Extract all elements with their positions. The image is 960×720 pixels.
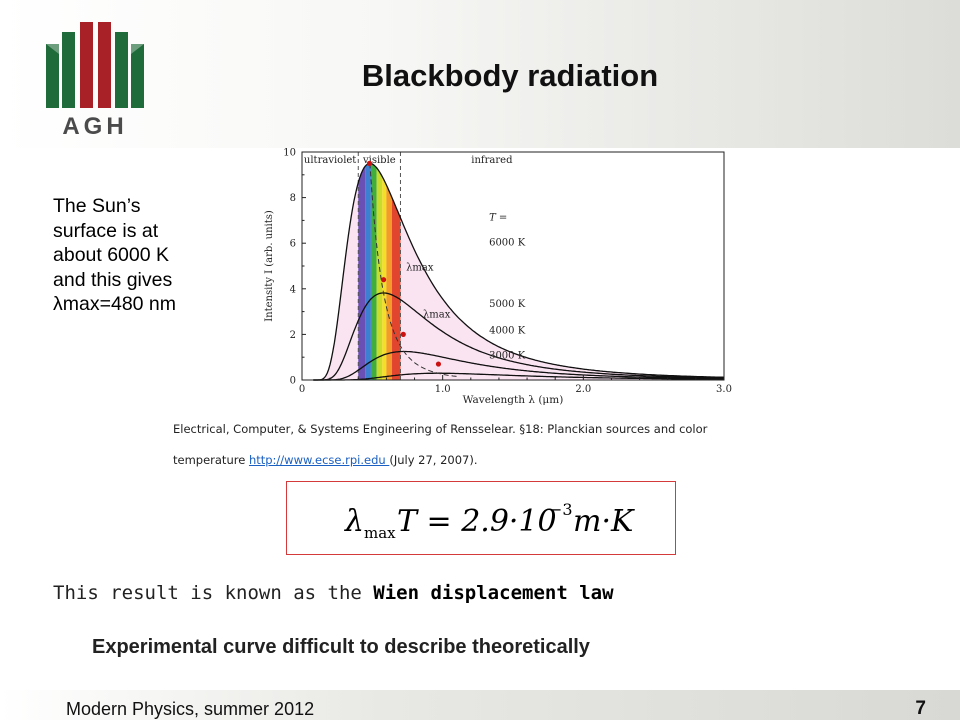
region-label-ultraviolet: ultraviolet (304, 155, 356, 166)
sun-text-line: about 6000 K (53, 244, 170, 266)
series-label-5000k: 5000 K (489, 299, 526, 310)
peak-marker-3000k (435, 361, 442, 367)
wien-prefix: This result is known as the (53, 582, 374, 604)
y-tick-label: 0 (290, 376, 296, 387)
sun-text-line: The Sun’s (53, 195, 141, 217)
curve-6000k (313, 162, 725, 381)
image-citation: Electrical, Computer, & Systems Engineer… (173, 414, 793, 476)
y-tick-label: 6 (290, 239, 296, 250)
spectrum-band (365, 163, 371, 380)
svg-text:AGH: AGH (62, 113, 127, 140)
y-tick-label: 2 (290, 330, 296, 341)
wien-law-statement: This result is known as the Wien displac… (53, 582, 614, 604)
series-label-4000k: 4000 K (489, 325, 526, 336)
formula-exponent: −3 (549, 500, 573, 519)
formula-subscript: max (364, 524, 396, 542)
lambda-max-annotation: λmax (423, 309, 451, 320)
spectrum-band (392, 197, 401, 380)
wien-formula-box: λ max T = 2.9·10 −3 m·K (286, 481, 676, 555)
header-band (0, 0, 960, 148)
sun-text-line: surface is at (53, 219, 159, 242)
citation-date: (July 27, 2007). (389, 453, 478, 467)
y-tick-label: 8 (290, 193, 296, 204)
citation-prefix: temperature (173, 453, 249, 467)
spectrum-band (370, 163, 377, 380)
formula-rhs: T = 2.9·10 (397, 504, 557, 539)
citation-line2: temperature http://www.ecse.rpi.edu (Jul… (173, 445, 793, 476)
slide-title: Blackbody radiation (361, 58, 659, 93)
footer-course: Modern Physics, summer 2012 (66, 699, 315, 719)
x-axis-label: Wavelength λ (μm) (463, 394, 564, 406)
series-label-3000k: 3000 K (489, 350, 526, 361)
agh-logo: AGH (46, 22, 144, 140)
sun-text: The Sun’s surface is at about 6000 K and… (53, 194, 243, 317)
wien-law-name: Wien displacement law (373, 582, 614, 604)
peak-marker-6000k (366, 160, 373, 166)
region-label-infrared: infrared (471, 155, 513, 166)
x-tick-label: 0 (299, 384, 305, 395)
spectrum-band (358, 166, 366, 380)
footer-band (0, 690, 960, 720)
formula-unit: m·K (573, 504, 635, 539)
sun-text-line: λmax=480 nm (53, 293, 177, 315)
y-tick-label: 10 (283, 148, 296, 159)
region-label-visible: visible (362, 155, 396, 166)
temperature-legend-prefix: T = (489, 212, 507, 223)
page-number: 7 (915, 698, 926, 719)
curve-4000k (313, 350, 725, 381)
y-axis-label: Intensity I (arb. units) (264, 210, 275, 322)
y-tick-label: 4 (290, 284, 296, 295)
blackbody-chart: 0 2 4 6 8 10 0 1.0 2.0 3.0 Wavelength λ (μm) Intens… (264, 148, 732, 407)
peak-marker-5000k (380, 277, 387, 283)
series-label-6000k: 6000 K (489, 237, 526, 248)
citation-link[interactable]: http://www.ecse.rpi.edu (248, 453, 390, 467)
spectrum-band (386, 185, 393, 380)
wien-locus-line (369, 163, 459, 378)
peak-marker-4000k (400, 331, 406, 337)
wien-formula: λ max T = 2.9·10 −3 m·K (344, 500, 635, 542)
area-under-6000k (313, 163, 724, 380)
formula-lambda: λ (344, 504, 364, 539)
x-tick-label: 3.0 (716, 384, 732, 395)
curve-3000k (313, 372, 725, 381)
curve-5000k (313, 292, 724, 381)
sun-text-line: and this gives (53, 268, 173, 291)
spectrum-band (376, 167, 383, 380)
experimental-note: Experimental curve difficult to describe… (92, 636, 590, 658)
lambda-max-annotation: λmax (406, 263, 434, 274)
citation-line1: Electrical, Computer, & Systems Engineer… (173, 422, 708, 436)
x-tick-label: 1.0 (435, 384, 451, 395)
x-tick-label: 2.0 (575, 384, 591, 395)
